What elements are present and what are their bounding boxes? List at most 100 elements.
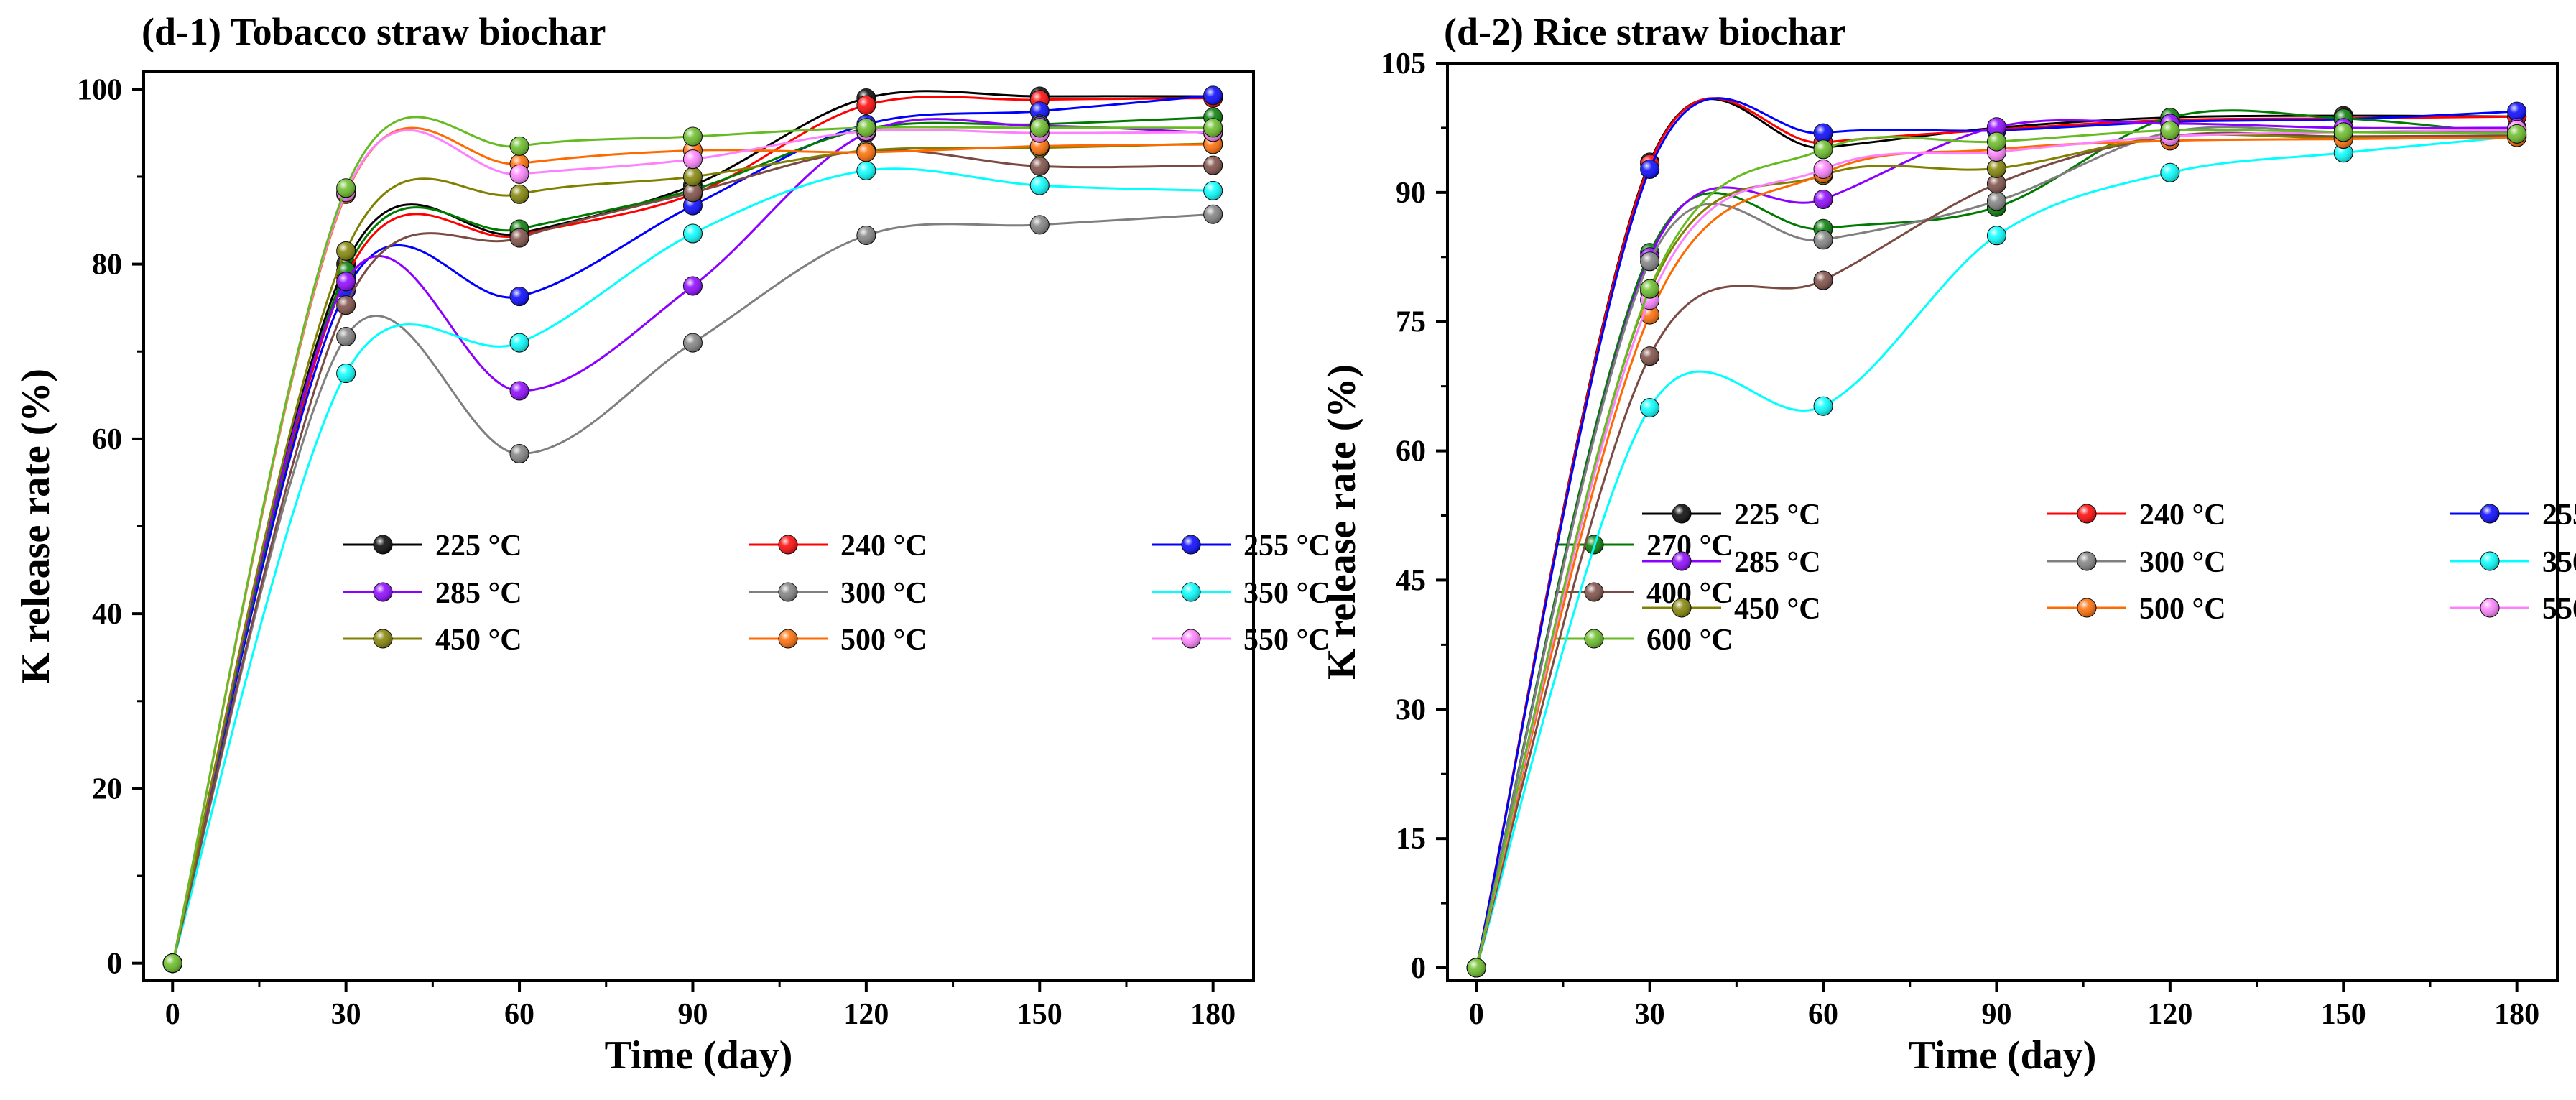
data-point: [1640, 398, 1660, 418]
legend-label: 255 °C: [1243, 530, 1330, 563]
data-point: [856, 225, 876, 245]
legend-label: 450 °C: [1734, 593, 1821, 626]
data-point: [682, 167, 703, 187]
series-line-300-c: [171, 213, 1213, 964]
legend-entry-300-c: 300 °C: [749, 577, 927, 610]
data-point: [1029, 118, 1050, 138]
y-tick-label: 105: [1381, 47, 1426, 80]
legend-entry-285-c: 285 °C: [343, 577, 522, 610]
data-point: [1203, 204, 1223, 224]
data-point: [1640, 279, 1660, 299]
series-line-600-c: [171, 116, 1213, 963]
data-point: [336, 364, 356, 384]
series-line-600-c: [1475, 129, 2517, 969]
series-line-285-c: [171, 118, 1213, 964]
x-tick-label: 60: [1808, 998, 1838, 1031]
legend-entry-450-c: 450 °C: [343, 624, 522, 657]
data-point: [2160, 121, 2180, 141]
data-point: [1986, 191, 2006, 211]
legend-label: 300 °C: [840, 577, 927, 610]
legend-marker: [2077, 598, 2097, 618]
legend-label: 500 °C: [2139, 593, 2226, 626]
data-point: [336, 178, 356, 198]
data-point: [1813, 189, 1833, 209]
x-axis-label: Time (day): [605, 1033, 793, 1078]
data-point: [1813, 396, 1833, 416]
legend-label: 600 °C: [1646, 624, 1733, 657]
data-point: [336, 241, 356, 261]
legend-label: 240 °C: [2139, 499, 2226, 532]
x-tick-label: 30: [331, 998, 361, 1031]
legend-marker: [2480, 551, 2500, 571]
series-350-c: [1466, 126, 2527, 978]
data-point: [509, 444, 529, 464]
legend-marker: [1584, 629, 1604, 649]
legend-marker: [1672, 551, 1692, 571]
x-tick-label: 180: [2494, 998, 2539, 1031]
data-point: [1029, 156, 1050, 176]
data-point: [1813, 230, 1833, 250]
legend-entry-500-c: 500 °C: [2047, 593, 2226, 626]
data-point: [1813, 123, 1833, 143]
data-point: [1640, 346, 1660, 366]
y-axis-label: K release rate (%): [1320, 364, 1364, 680]
data-point: [856, 118, 876, 138]
data-point: [682, 223, 703, 244]
legend-entry-550-c: 550 °C: [2450, 593, 2576, 626]
x-tick-label: 180: [1190, 998, 1236, 1031]
series-line-400-c: [1475, 131, 2517, 969]
series-550-c: [1466, 119, 2527, 978]
legend-label: 300 °C: [2139, 546, 2226, 579]
x-tick-label: 90: [1981, 998, 2011, 1031]
y-tick-label: 75: [1396, 306, 1426, 339]
series-255-c: [162, 85, 1223, 974]
legend-marker: [373, 629, 393, 649]
plot-frame: [1446, 62, 2559, 982]
series-400-c: [1466, 126, 2527, 978]
legend-marker: [778, 582, 798, 602]
legend-label: 225 °C: [435, 530, 522, 563]
data-point: [1986, 158, 2006, 178]
legend-marker: [778, 629, 798, 649]
x-axis-label: Time (day): [1909, 1033, 2097, 1078]
legend-entry-450-c: 450 °C: [1642, 593, 1821, 626]
legend-label: 550 °C: [1243, 624, 1330, 657]
series-600-c: [1466, 121, 2527, 978]
y-tick-label: 0: [107, 948, 122, 981]
x-tick-label: 30: [1635, 998, 1665, 1031]
data-point: [2160, 162, 2180, 182]
legend-marker: [2077, 504, 2097, 524]
legend-marker: [1181, 629, 1201, 649]
data-point: [509, 136, 529, 156]
y-tick-label: 100: [77, 73, 122, 106]
legend-marker: [2077, 551, 2097, 571]
data-point: [336, 327, 356, 347]
legend-marker: [1672, 504, 1692, 524]
legend-entry-240-c: 240 °C: [2047, 499, 2226, 532]
legend-marker: [1584, 582, 1604, 602]
data-point: [336, 295, 356, 315]
legend-label: 240 °C: [840, 530, 927, 563]
x-tick-label: 0: [1469, 998, 1484, 1031]
y-tick-label: 20: [92, 772, 122, 805]
data-point: [856, 95, 876, 115]
data-point: [2507, 101, 2527, 121]
data-point: [1203, 180, 1223, 200]
series-line-450-c: [1475, 133, 2517, 969]
chart-title: (d-1) Tobacco straw biochar: [142, 10, 606, 53]
y-tick-label: 60: [92, 423, 122, 456]
legend-label: 450 °C: [435, 624, 522, 657]
data-point: [1029, 175, 1050, 195]
y-tick-label: 30: [1396, 693, 1426, 726]
x-tick-label: 120: [843, 998, 889, 1031]
legend-entry-400-c: 400 °C: [1555, 577, 1733, 610]
legend-label: 550 °C: [2542, 593, 2576, 626]
x-tick-label: 60: [504, 998, 534, 1031]
data-point: [509, 228, 529, 248]
legend-marker: [373, 582, 393, 602]
series-285-c: [162, 116, 1223, 974]
series-300-c: [1466, 122, 2527, 978]
x-tick-label: 0: [165, 998, 180, 1031]
legend-entry-255-c: 255 °C: [2450, 499, 2576, 532]
